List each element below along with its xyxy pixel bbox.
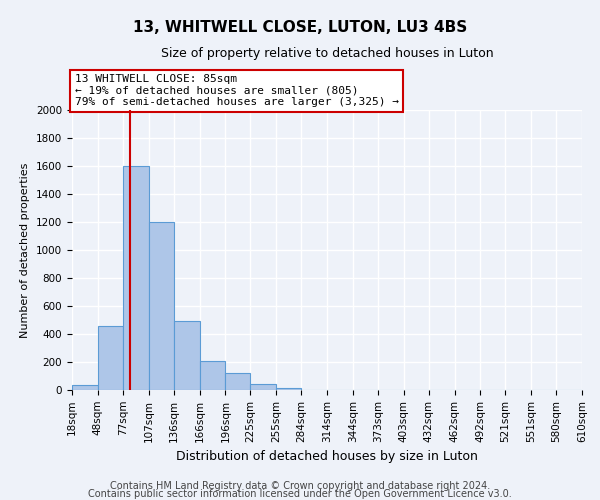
X-axis label: Distribution of detached houses by size in Luton: Distribution of detached houses by size … xyxy=(176,450,478,463)
Text: 13 WHITWELL CLOSE: 85sqm
← 19% of detached houses are smaller (805)
79% of semi-: 13 WHITWELL CLOSE: 85sqm ← 19% of detach… xyxy=(74,74,398,107)
Bar xyxy=(149,222,173,390)
Text: 13, WHITWELL CLOSE, LUTON, LU3 4BS: 13, WHITWELL CLOSE, LUTON, LU3 4BS xyxy=(133,20,467,35)
Bar xyxy=(226,373,250,390)
Y-axis label: Number of detached properties: Number of detached properties xyxy=(20,162,31,338)
Bar xyxy=(199,360,226,390)
Bar xyxy=(72,385,98,390)
Bar xyxy=(98,326,123,390)
Text: Contains HM Land Registry data © Crown copyright and database right 2024.: Contains HM Land Registry data © Crown c… xyxy=(110,481,490,491)
Text: Contains public sector information licensed under the Open Government Licence v3: Contains public sector information licen… xyxy=(88,489,512,499)
Bar xyxy=(123,166,149,390)
Bar xyxy=(173,322,199,390)
Title: Size of property relative to detached houses in Luton: Size of property relative to detached ho… xyxy=(161,47,493,60)
Bar xyxy=(276,388,301,390)
Bar xyxy=(250,384,276,390)
